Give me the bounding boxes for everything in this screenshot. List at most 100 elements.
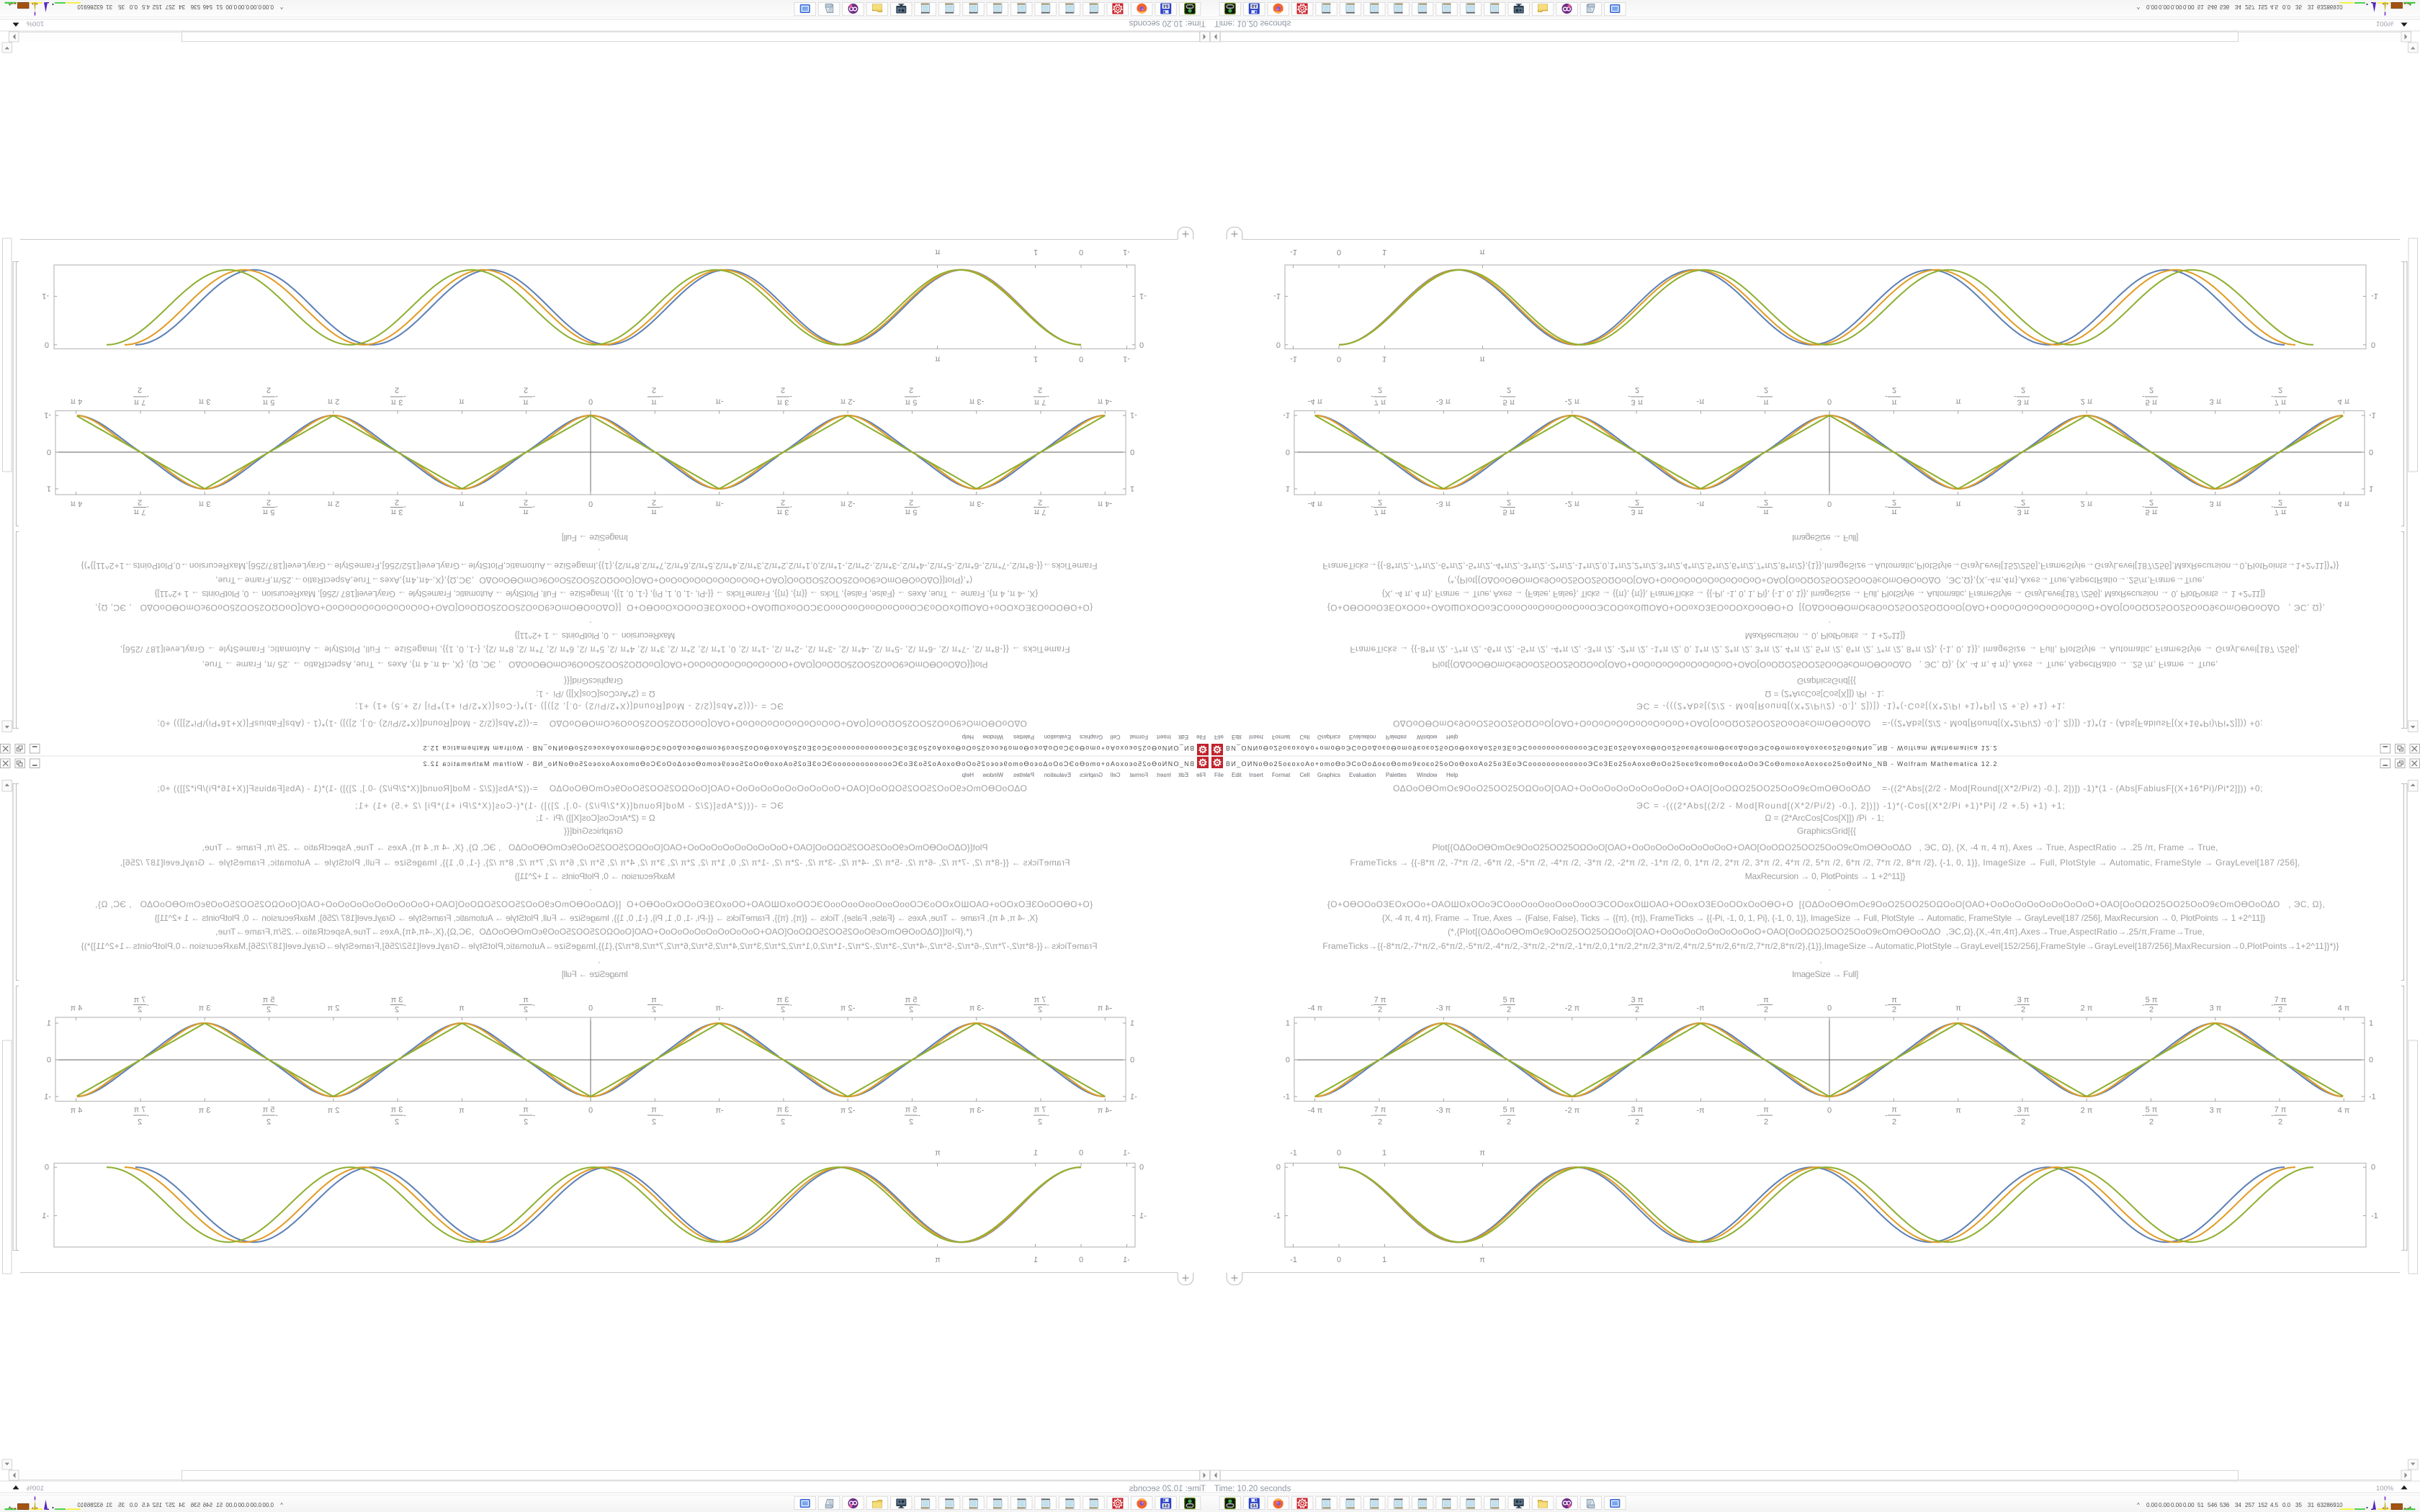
svg-text:-2 π: -2 π xyxy=(840,1004,855,1013)
svg-text:7 π: 7 π xyxy=(2275,996,2287,1004)
svg-text:-: - xyxy=(789,392,792,401)
svg-text:-: - xyxy=(2271,1001,2274,1009)
svg-text:-: - xyxy=(403,1001,406,1009)
svg-text:2 π: 2 π xyxy=(327,397,339,406)
svg-text:-π: -π xyxy=(715,500,724,508)
svg-text:5 π: 5 π xyxy=(2146,996,2158,1004)
svg-text:3 π: 3 π xyxy=(1631,1106,1644,1115)
svg-text:2: 2 xyxy=(2278,386,2282,395)
svg-text:^: ^ xyxy=(280,1502,283,1508)
svg-text:0: 0 xyxy=(1079,355,1083,364)
svg-text:π: π xyxy=(523,1106,529,1115)
svg-text:-2 π: -2 π xyxy=(840,500,855,508)
svg-text:2: 2 xyxy=(1892,1006,1896,1014)
svg-text:π: π xyxy=(1479,1256,1485,1264)
svg-text:-: - xyxy=(1628,1112,1631,1120)
svg-text:3 π: 3 π xyxy=(198,1107,210,1115)
svg-text:7 π: 7 π xyxy=(133,398,145,407)
svg-text:-: - xyxy=(1628,1001,1631,1009)
svg-text:3 π: 3 π xyxy=(198,397,210,406)
svg-text:1: 1 xyxy=(1382,355,1386,364)
svg-text:2: 2 xyxy=(524,386,528,395)
svg-text:-: - xyxy=(275,1001,278,1009)
svg-text:5 π: 5 π xyxy=(905,1106,917,1115)
svg-text:-: - xyxy=(2271,1112,2274,1120)
svg-text:-: - xyxy=(2271,392,2274,401)
svg-text:π: π xyxy=(935,1256,941,1264)
svg-text:7 π: 7 π xyxy=(1374,996,1386,1004)
svg-text:-: - xyxy=(2142,1112,2145,1120)
svg-text:4.5: 4.5 xyxy=(2270,4,2279,10)
svg-text:π: π xyxy=(1763,996,1769,1004)
svg-text:-1: -1 xyxy=(42,1212,49,1220)
svg-text:0: 0 xyxy=(1827,1107,1832,1115)
svg-text:0.00: 0.00 xyxy=(225,4,237,10)
svg-text:2: 2 xyxy=(781,498,785,507)
svg-text:0.00: 0.00 xyxy=(2183,4,2195,10)
svg-text:3 π: 3 π xyxy=(2210,1004,2222,1013)
svg-text:0: 0 xyxy=(588,1004,593,1013)
svg-text:0: 0 xyxy=(2369,448,2373,456)
svg-text:π: π xyxy=(935,355,941,364)
svg-text:-1: -1 xyxy=(2371,292,2378,300)
svg-text:2: 2 xyxy=(1378,1006,1382,1014)
svg-text:1: 1 xyxy=(1034,1256,1038,1264)
svg-text:2: 2 xyxy=(1635,1118,1639,1127)
svg-text:π: π xyxy=(459,1107,465,1115)
svg-text:1: 1 xyxy=(1286,485,1290,493)
svg-text:-1: -1 xyxy=(1123,248,1130,256)
svg-text:-: - xyxy=(532,392,535,401)
svg-text:7 π: 7 π xyxy=(2275,1106,2287,1115)
svg-text:0: 0 xyxy=(1139,1164,1144,1172)
svg-text:546: 546 xyxy=(2208,4,2218,10)
svg-text:152: 152 xyxy=(2258,1502,2268,1508)
svg-text:-: - xyxy=(2014,392,2017,401)
svg-text:π: π xyxy=(651,508,657,516)
svg-text:-: - xyxy=(1047,503,1049,511)
svg-text:-: - xyxy=(918,503,920,511)
svg-text:4 π: 4 π xyxy=(2338,1004,2350,1013)
svg-text:0: 0 xyxy=(588,1107,593,1115)
svg-text:0.00: 0.00 xyxy=(262,1502,274,1508)
svg-text:4 π: 4 π xyxy=(70,500,82,508)
svg-text:0.00: 0.00 xyxy=(2159,1502,2170,1508)
svg-text:2: 2 xyxy=(781,1006,785,1014)
svg-text:-: - xyxy=(1885,503,1888,511)
svg-text:-1: -1 xyxy=(1130,1093,1137,1102)
svg-text:4 π: 4 π xyxy=(70,1107,82,1115)
svg-text:π: π xyxy=(1891,1106,1897,1115)
svg-text:2: 2 xyxy=(1892,386,1896,395)
svg-text:2: 2 xyxy=(138,1006,142,1014)
svg-text:-: - xyxy=(1885,1001,1888,1009)
svg-text:3 π: 3 π xyxy=(390,996,403,1004)
svg-text:3 π: 3 π xyxy=(776,996,789,1004)
svg-text:-π: -π xyxy=(715,1107,724,1115)
svg-text:-: - xyxy=(275,1112,278,1120)
svg-text:^: ^ xyxy=(2137,1502,2140,1508)
svg-text:-3 π: -3 π xyxy=(969,397,984,406)
svg-text:34: 34 xyxy=(179,4,185,10)
svg-text:7 π: 7 π xyxy=(1374,398,1386,407)
svg-text:5 π: 5 π xyxy=(262,508,274,516)
svg-text:-1: -1 xyxy=(1123,355,1130,364)
svg-text:-: - xyxy=(789,503,792,511)
svg-text:-4 π: -4 π xyxy=(1308,500,1323,508)
svg-text:-1: -1 xyxy=(1290,248,1297,256)
svg-text:536: 536 xyxy=(2220,1502,2230,1508)
svg-text:2: 2 xyxy=(1038,386,1042,395)
svg-text:-: - xyxy=(532,503,535,511)
svg-text:3 π: 3 π xyxy=(2210,397,2222,406)
svg-text:-1: -1 xyxy=(1283,1093,1290,1102)
svg-text:-2 π: -2 π xyxy=(1565,1107,1580,1115)
svg-text:-π: -π xyxy=(1696,397,1705,406)
svg-text:64: 64 xyxy=(1163,4,1169,9)
svg-text:π: π xyxy=(523,398,529,407)
svg-text:0: 0 xyxy=(588,397,593,406)
svg-text:-1: -1 xyxy=(2371,1212,2378,1220)
svg-text:2: 2 xyxy=(395,498,399,507)
svg-text:7 π: 7 π xyxy=(133,996,145,1004)
svg-text:-π: -π xyxy=(1696,1004,1705,1013)
svg-text:-1: -1 xyxy=(1130,411,1137,420)
svg-text:-: - xyxy=(1885,392,1888,401)
svg-text:0.00: 0.00 xyxy=(225,1502,237,1508)
